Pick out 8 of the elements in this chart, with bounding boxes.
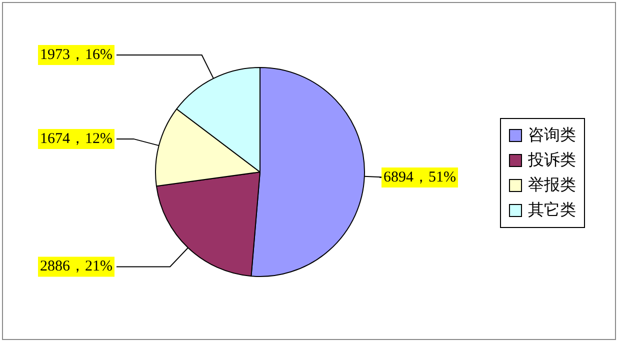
- data-label: 1973，16%: [40, 46, 112, 63]
- legend-label: 投诉类: [527, 149, 576, 171]
- legend-label: 咨询类: [527, 124, 576, 146]
- data-label: 2886，21%: [40, 258, 112, 275]
- data-label: 1674，12%: [40, 130, 112, 147]
- legend-label: 其它类: [527, 199, 576, 221]
- data-label: 6894，51%: [384, 169, 456, 186]
- legend-label: 举报类: [527, 174, 576, 196]
